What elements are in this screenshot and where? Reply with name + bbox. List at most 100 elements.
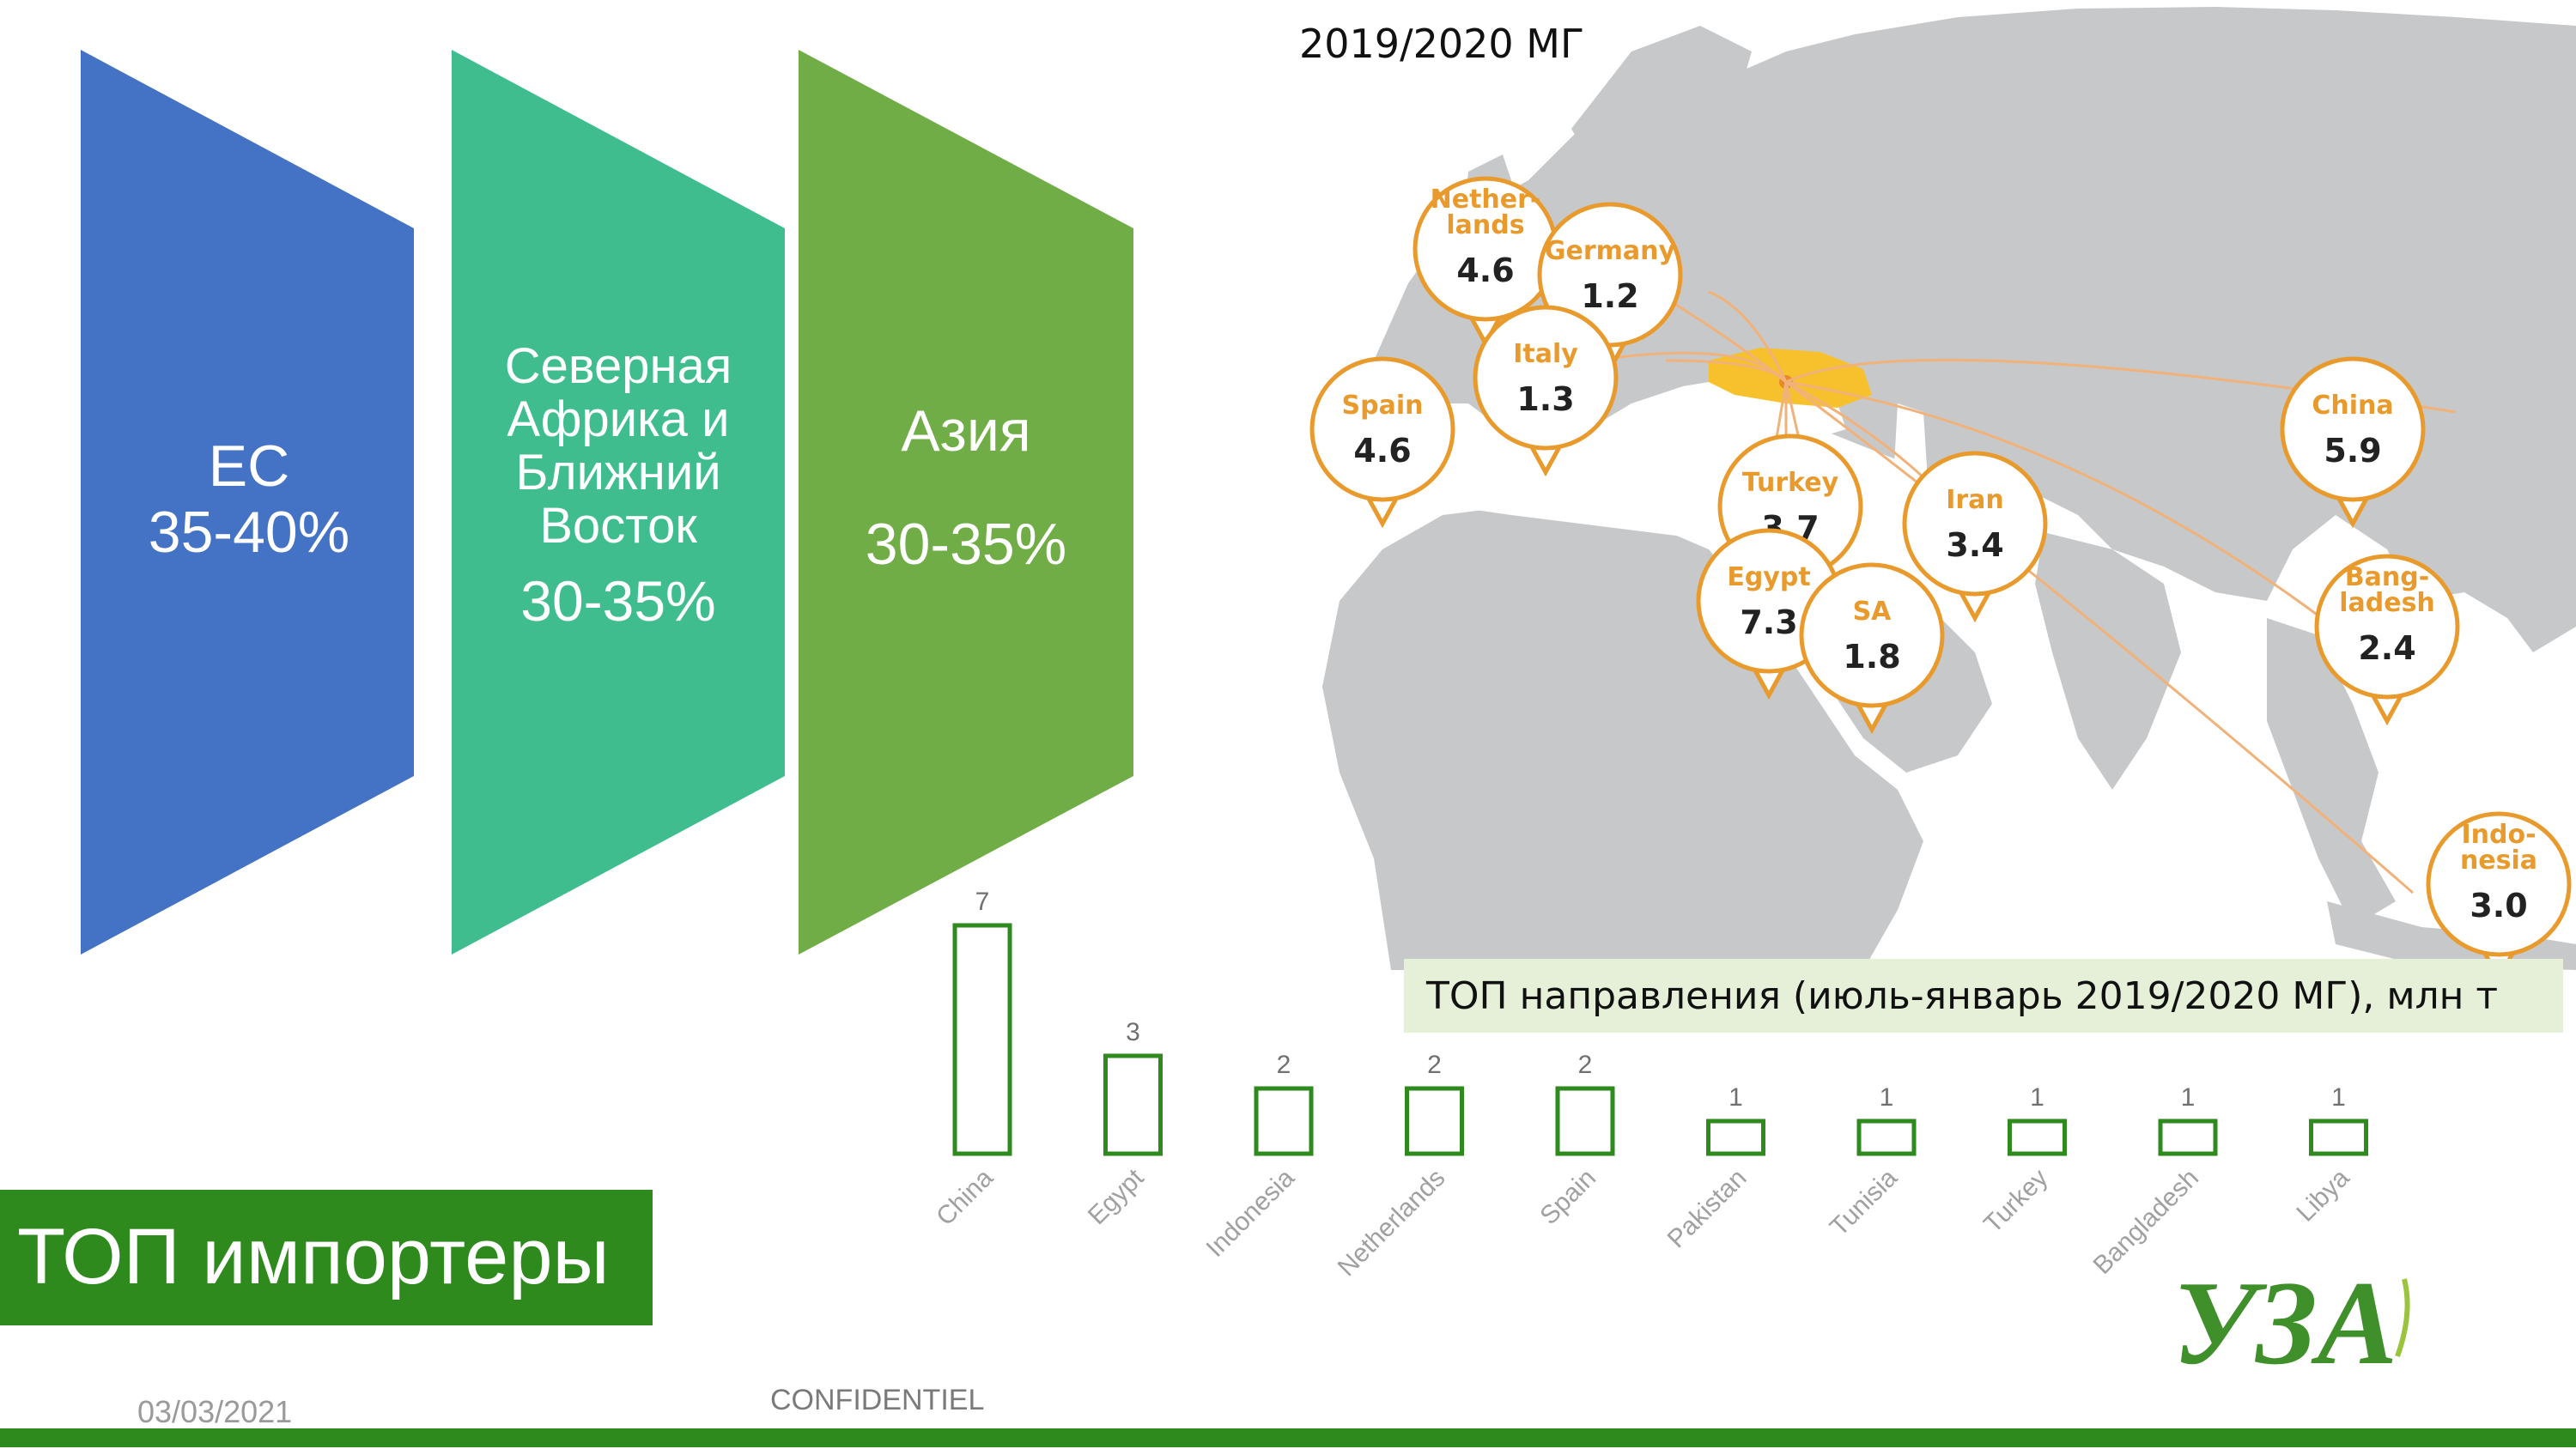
- region-mena: Северная Африка и Ближний Восток 30-35%: [481, 338, 756, 633]
- category-tick-label: Turkey: [1978, 1164, 2053, 1239]
- bar-libya: [2309, 1119, 2368, 1156]
- map-callout: China 5.9: [2280, 356, 2426, 529]
- callout-country-label: Nether-: [1431, 185, 1541, 215]
- region-shape-mena: [452, 50, 785, 955]
- region-mena-share: 30-35%: [520, 569, 716, 633]
- top-importers-box: ТОП импортеры: [0, 1190, 653, 1325]
- region-shape-asia: [799, 50, 1133, 955]
- callout-value: 1.8: [1843, 638, 1900, 676]
- callout-country-label: Germany: [1545, 236, 1676, 266]
- bar-value-label: 2: [1427, 1051, 1442, 1079]
- footer-date: 03/03/2021: [137, 1394, 293, 1429]
- region-chevrons: [81, 50, 1133, 955]
- callout-country-label: Indo-: [2461, 820, 2536, 850]
- bar-value-label: 7: [975, 888, 990, 916]
- footer-bar: [0, 1428, 2576, 1447]
- bar-value-label: 3: [1126, 1018, 1140, 1046]
- callout-bubble: [1309, 356, 1455, 502]
- bar-value-label: 1: [2331, 1083, 2346, 1112]
- callout-value: 4.6: [1353, 432, 1411, 470]
- callout-bubble: [1473, 305, 1619, 451]
- uza-logo-text: УЗА: [2172, 1262, 2397, 1390]
- region-eu-share: 35-40%: [148, 500, 350, 565]
- top-importers-label: ТОП импортеры: [17, 1213, 610, 1300]
- land-india: [2035, 532, 2181, 790]
- callout-country-label: SA: [1853, 597, 1893, 627]
- uza-logo: УЗА: [2172, 1262, 2410, 1390]
- category-tick-label: China: [931, 1163, 999, 1231]
- callout-bubble: [1902, 451, 2048, 597]
- footer-confidential: CONFIDENTIEL: [770, 1384, 985, 1416]
- callout-country-label: nesia: [2460, 846, 2537, 876]
- importers-bar-chart: 7 China 3 Egypt 2 Indonesia 2 Netherlands 2 Spain…: [931, 888, 2368, 1282]
- callout-country-label: lands: [1446, 210, 1524, 240]
- map-callout: Spain 4.6: [1309, 356, 1455, 529]
- region-shape-eu: [81, 50, 414, 955]
- callout-value: 1.3: [1516, 380, 1574, 418]
- callout-value: 2.4: [2358, 629, 2415, 667]
- legend-text: ТОП направления (июль-январь 2019/2020 М…: [1426, 974, 2499, 1018]
- bar-bangladesh: [2158, 1119, 2218, 1156]
- callout-country-label: Iran: [1946, 485, 2004, 515]
- callout-bubble: [2280, 356, 2426, 502]
- map-callout: Iran 3.4: [1902, 451, 2048, 623]
- bar-value-label: 2: [1578, 1051, 1593, 1079]
- callout-value: 7.3: [1740, 603, 1797, 641]
- category-tick-label: Egypt: [1083, 1163, 1150, 1230]
- wheat-icon: [2395, 1278, 2410, 1358]
- callout-country-label: China: [2312, 391, 2393, 421]
- map-callout: Germany 1.2: [1537, 202, 1683, 374]
- region-eu: ЕС 35-40%: [86, 434, 412, 567]
- legend-box: ТОП направления (июль-январь 2019/2020 М…: [1404, 959, 2563, 1033]
- category-tick-label: Pakistan: [1662, 1164, 1753, 1254]
- map-callout: Bang-ladesh 2.4: [2314, 554, 2460, 726]
- callout-country-label: ladesh: [2339, 588, 2435, 618]
- bar-value-label: 2: [1277, 1051, 1291, 1079]
- land-africa: [1322, 506, 1923, 970]
- category-tick-label: Libya: [2291, 1163, 2354, 1227]
- region-asia: Азия 30-35%: [807, 400, 1125, 575]
- callout-value: 1.2: [1581, 277, 1638, 315]
- region-asia-share: 30-35%: [865, 512, 1067, 577]
- map-callout: Indo-nesia 3.0: [2426, 811, 2572, 970]
- callout-value: 5.9: [2324, 432, 2381, 470]
- bar-value-label: 1: [2181, 1083, 2196, 1112]
- callout-bubble: [1799, 562, 1945, 708]
- bar-value-label: 1: [1728, 1083, 1743, 1112]
- bar-china: [952, 923, 1012, 1156]
- bar-egypt: [1103, 1053, 1163, 1156]
- map-callout: Italy 1.3: [1473, 305, 1619, 477]
- bar-spain: [1555, 1086, 1615, 1156]
- callout-value: 3.4: [1946, 526, 2003, 564]
- bar-value-label: 1: [2030, 1083, 2044, 1112]
- map-callout: Nether-lands 4.6: [1413, 176, 1558, 349]
- category-tick-label: Indonesia: [1201, 1163, 1301, 1263]
- callout-value: 4.6: [1456, 252, 1514, 289]
- region-asia-name: Азия: [901, 398, 1031, 464]
- land-scandinavia: [1571, 26, 1752, 180]
- region-eu-name: ЕС: [208, 433, 290, 499]
- land-eurasia: [1374, 7, 2576, 652]
- export-map: Nether-lands 4.6 Germany 1.2 Italy 1.3 Spain 4.…: [1305, 0, 2576, 970]
- bar-turkey: [2008, 1119, 2067, 1156]
- bar-value-label: 1: [1880, 1083, 1894, 1112]
- callout-value: 3.0: [2470, 887, 2527, 925]
- bar-indonesia: [1254, 1086, 1314, 1156]
- category-tick-label: Spain: [1534, 1164, 1601, 1231]
- map-callout: SA 1.8: [1799, 562, 1945, 735]
- region-mena-name: Северная Африка и Ближний Восток: [504, 338, 732, 554]
- callout-country-label: Spain: [1342, 391, 1424, 421]
- callout-country-label: Turkey: [1742, 468, 1839, 498]
- category-tick-label: Tunisia: [1825, 1163, 1903, 1241]
- bar-tunisia: [1856, 1119, 1917, 1156]
- callout-country-label: Italy: [1513, 339, 1578, 369]
- category-tick-label: Netherlands: [1333, 1164, 1451, 1282]
- callout-bubble: [2314, 554, 2460, 700]
- bar-netherlands: [1405, 1086, 1464, 1156]
- bar-pakistan: [1706, 1119, 1765, 1156]
- callout-country-label: Bang-: [2345, 562, 2429, 592]
- map-title: 2019/2020 МГ: [1299, 21, 1584, 67]
- callout-bubble: [2426, 811, 2572, 957]
- callout-country-label: Egypt: [1727, 562, 1810, 592]
